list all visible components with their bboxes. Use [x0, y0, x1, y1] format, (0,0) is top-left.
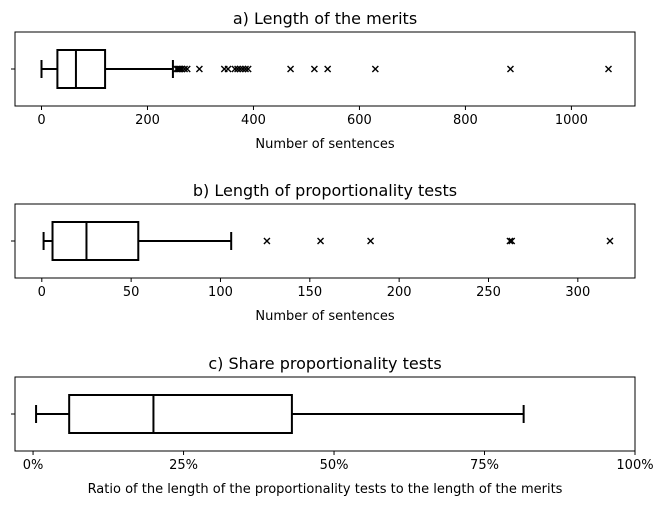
outlier-point	[244, 65, 252, 73]
x-tick-label: 100%	[616, 458, 653, 473]
x-tick-label: 200	[135, 113, 160, 128]
outlier-point	[606, 237, 614, 245]
outlier-point	[371, 65, 379, 73]
outlier-point	[324, 65, 332, 73]
plot-frame	[14, 203, 636, 279]
outlier-point	[367, 237, 375, 245]
outlier-point	[506, 237, 514, 245]
x-tick-label: 25%	[169, 458, 198, 473]
outlier-point	[242, 65, 250, 73]
panel-title: b) Length of proportionality tests	[193, 181, 457, 200]
x-axis-label: Number of sentences	[255, 137, 395, 152]
outlier-point	[181, 65, 189, 73]
outlier-point	[178, 65, 186, 73]
x-axis-label: Ratio of the length of the proportionali…	[88, 482, 563, 497]
x-tick-label: 0%	[23, 458, 44, 473]
outlier-point	[239, 65, 247, 73]
x-tick-label: 200	[387, 285, 412, 300]
x-tick-label: 0	[37, 113, 45, 128]
outlier-point	[236, 65, 244, 73]
x-tick-label: 75%	[470, 458, 499, 473]
iqr-box	[56, 49, 107, 89]
outlier-point	[310, 65, 318, 73]
outlier-point	[263, 237, 271, 245]
outlier-point	[224, 65, 232, 73]
outlier-point	[234, 65, 242, 73]
outlier-point	[175, 65, 183, 73]
outlier-point	[231, 65, 239, 73]
outlier-point	[287, 65, 295, 73]
x-tick-label: 0	[38, 285, 46, 300]
x-tick-label: 300	[565, 285, 590, 300]
x-tick-label: 100	[208, 285, 233, 300]
x-tick-label: 50	[123, 285, 140, 300]
x-tick-label: 150	[297, 285, 322, 300]
outlier-point	[506, 65, 514, 73]
outlier-point	[605, 65, 612, 73]
iqr-box	[51, 221, 140, 261]
x-tick-label: 1000	[555, 113, 588, 128]
panel-title: c) Share proportionality tests	[208, 354, 441, 373]
outlier-point	[195, 65, 203, 73]
panel-title: a) Length of the merits	[233, 9, 417, 28]
x-tick-label: 50%	[320, 458, 349, 473]
outlier-point	[508, 237, 516, 245]
outlier-point	[317, 237, 325, 245]
x-axis-label: Number of sentences	[255, 309, 395, 324]
x-tick-label: 800	[453, 113, 478, 128]
x-tick-label: 600	[347, 113, 372, 128]
outlier-point	[183, 65, 191, 73]
iqr-box	[68, 394, 293, 434]
x-tick-label: 400	[241, 113, 266, 128]
x-tick-label: 250	[476, 285, 501, 300]
